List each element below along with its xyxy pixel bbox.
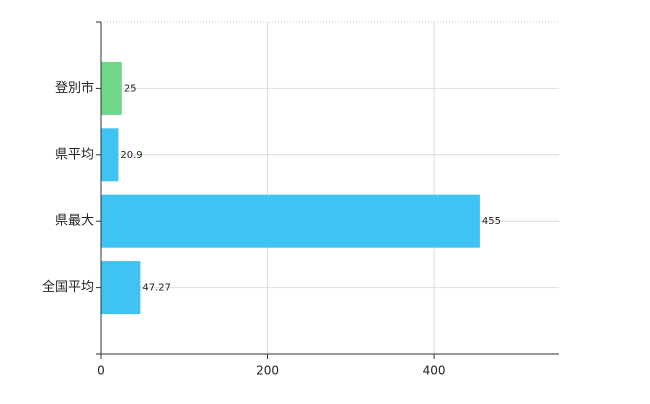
x-tick-label: 0 xyxy=(97,364,105,378)
bar xyxy=(101,128,119,182)
x-tick-label: 200 xyxy=(256,364,279,378)
value-label: 455 xyxy=(482,216,501,227)
bar xyxy=(101,194,480,248)
bar xyxy=(101,261,141,315)
y-tick-label: 県最大 xyxy=(55,214,94,229)
value-label: 25 xyxy=(124,83,137,94)
value-label: 47.27 xyxy=(142,283,171,294)
x-tick-label: 400 xyxy=(423,364,446,378)
y-tick-label: 登別市 xyxy=(55,80,94,96)
y-tick-label: 県平均 xyxy=(55,147,94,162)
bar xyxy=(101,61,122,115)
value-label: 20.9 xyxy=(120,150,142,161)
y-tick-label: 全国平均 xyxy=(42,279,94,295)
